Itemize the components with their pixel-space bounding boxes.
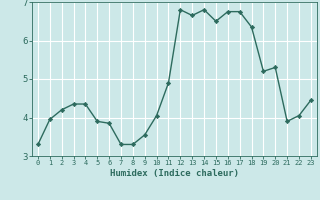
X-axis label: Humidex (Indice chaleur): Humidex (Indice chaleur) (110, 169, 239, 178)
